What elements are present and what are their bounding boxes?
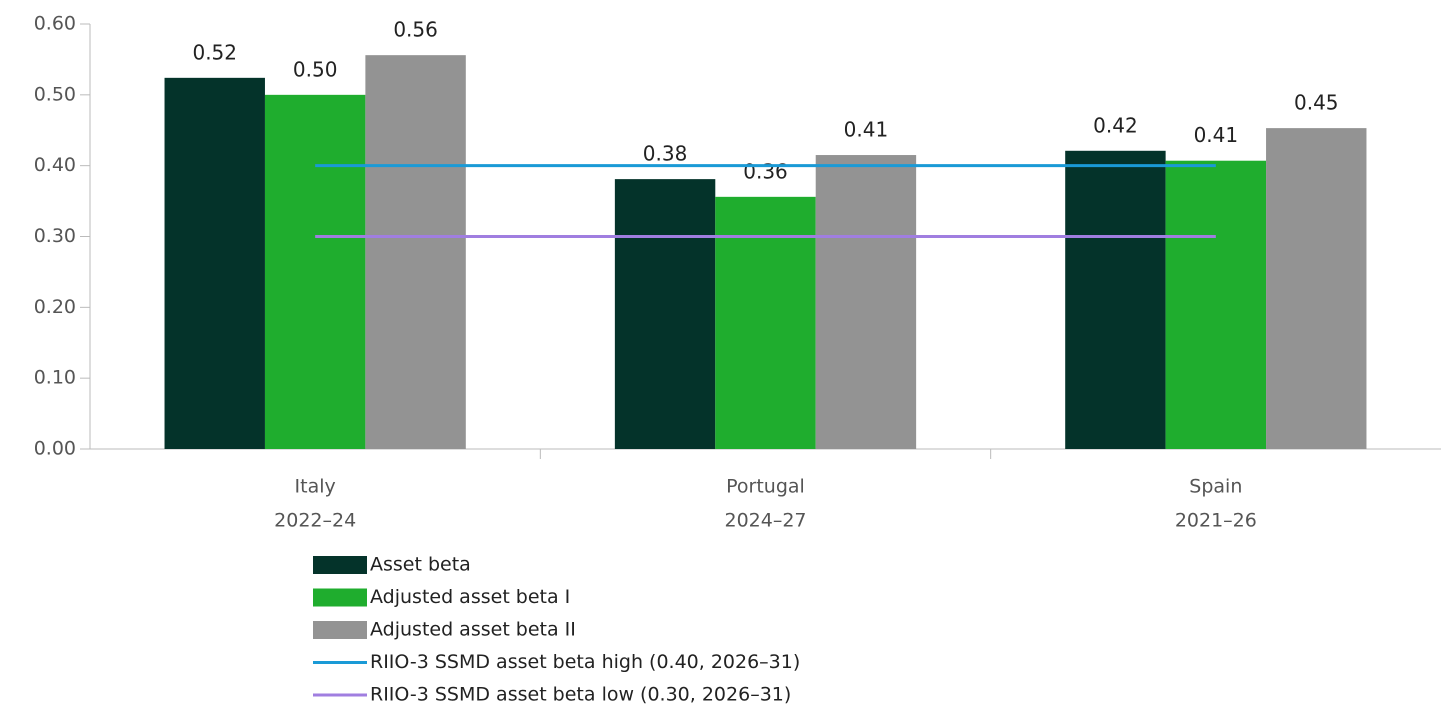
value-label: 0.41 [1194, 123, 1239, 147]
y-tick-label: 0.10 [34, 367, 76, 389]
value-label: 0.52 [192, 40, 237, 64]
y-tick-label: 0.40 [34, 154, 76, 176]
bar [715, 196, 816, 449]
x-tick-label: 2024–27 [724, 510, 806, 532]
y-tick-label: 0.50 [34, 83, 76, 105]
legend-label: Adjusted asset beta II [370, 619, 576, 641]
value-label: 0.36 [743, 159, 788, 183]
legend-swatch [313, 556, 367, 574]
value-label: 0.56 [393, 18, 438, 42]
y-tick-label: 0.30 [34, 225, 76, 247]
legend-label: Asset beta [370, 554, 471, 576]
value-label: 0.38 [643, 142, 688, 166]
bar [614, 179, 716, 449]
bar [1065, 150, 1166, 449]
bar [365, 55, 466, 450]
y-tick-label: 0.20 [34, 296, 76, 318]
x-tick-label: 2021–26 [1175, 510, 1257, 532]
x-tick-label: Italy [295, 476, 336, 498]
x-tick-label: Spain [1189, 476, 1242, 498]
value-label: 0.45 [1294, 91, 1339, 115]
legend-swatch [313, 588, 367, 607]
bar [1266, 128, 1367, 449]
bar [164, 77, 265, 449]
value-label: 0.41 [844, 118, 889, 142]
x-tick-label: 2022–24 [274, 510, 356, 532]
bar [264, 94, 366, 449]
legend-label: Adjusted asset beta I [370, 586, 570, 608]
bar [815, 155, 917, 449]
legend-swatch [313, 621, 367, 639]
x-tick-label: Portugal [726, 476, 805, 498]
legend-label: RIIO-3 SSMD asset beta high (0.40, 2026–… [370, 651, 800, 673]
value-label: 0.50 [293, 57, 338, 81]
value-label: 0.42 [1093, 113, 1138, 137]
y-tick-label: 0.00 [34, 438, 76, 460]
bar [1165, 160, 1267, 450]
legend-label: RIIO-3 SSMD asset beta low (0.30, 2026–3… [370, 684, 791, 704]
y-tick-label: 0.60 [34, 13, 76, 35]
